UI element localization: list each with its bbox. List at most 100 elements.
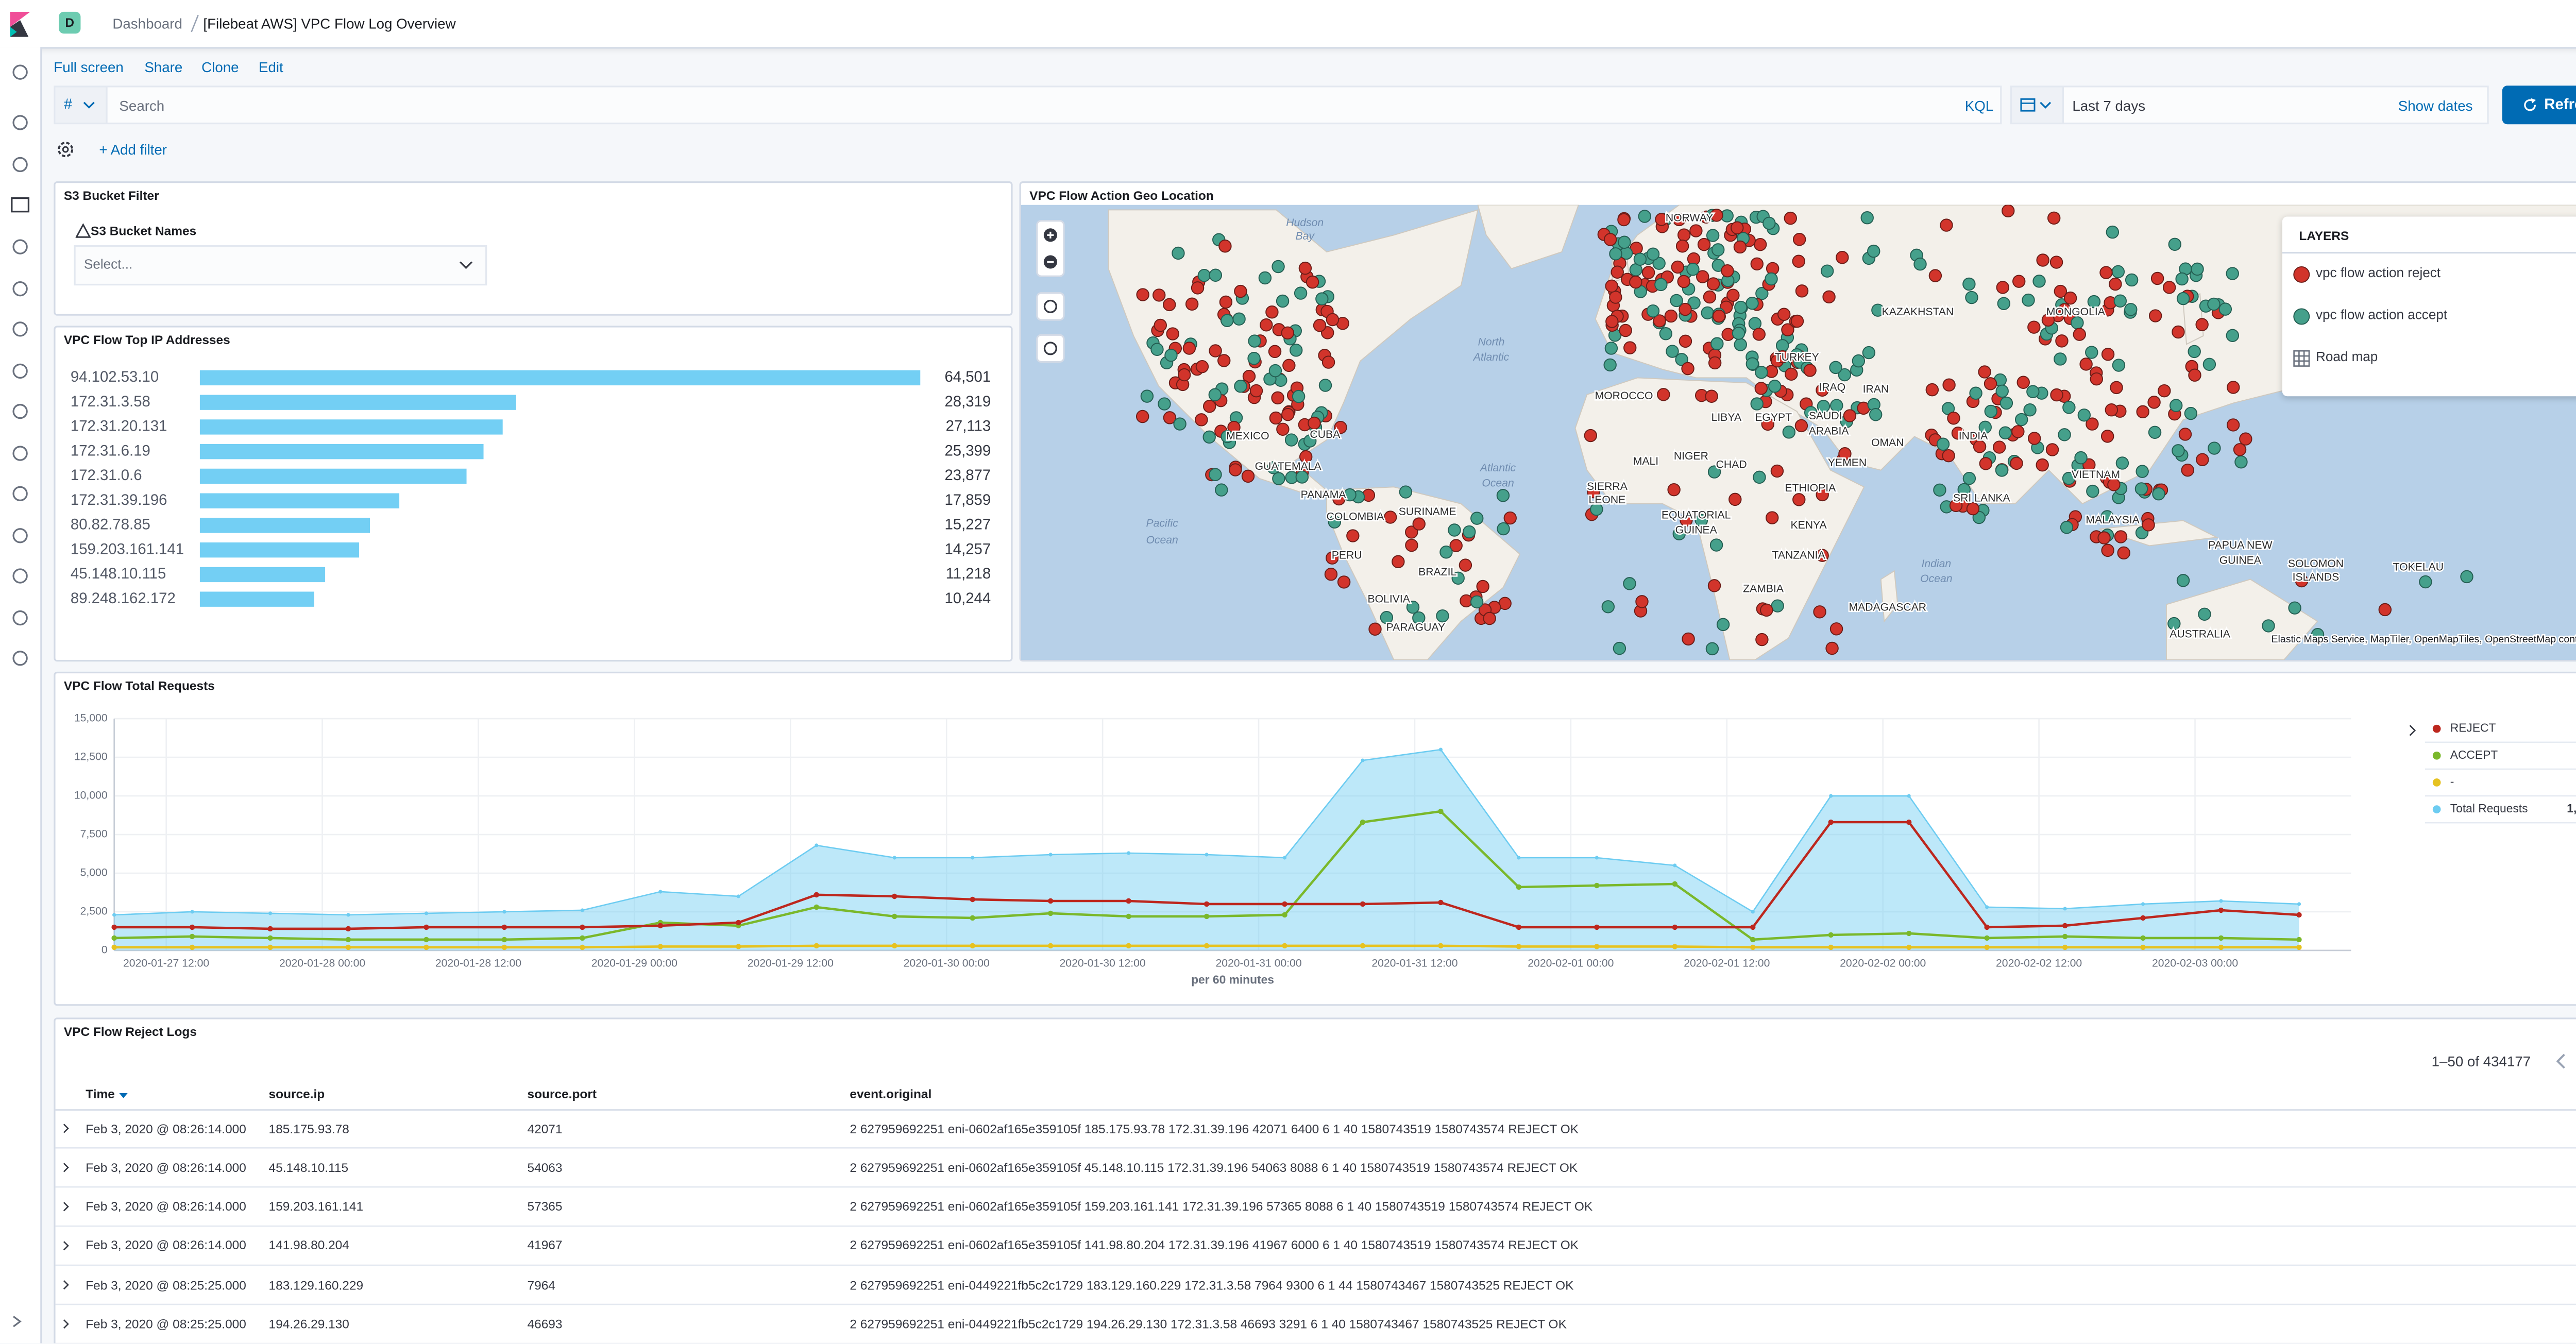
nav-icon[interactable] (12, 651, 28, 666)
breadcrumb[interactable]: Dashboard (112, 15, 182, 32)
side-nav (0, 47, 42, 1343)
map-tools[interactable] (1036, 334, 1065, 363)
y-tick-label: 159.203.161.141 (71, 540, 184, 557)
search-bar[interactable]: # Search KQL (54, 86, 2002, 125)
accept-dot (2032, 275, 2046, 288)
accept-dot (1638, 210, 1651, 223)
add-filter[interactable]: + Add filter (99, 141, 167, 158)
map-place-label: VIETNAM (2072, 469, 2120, 481)
nav-icon[interactable] (12, 610, 28, 626)
nav-icon[interactable] (11, 197, 30, 213)
map-place-label: SIERRA (1587, 481, 1628, 492)
space-badge[interactable]: D (59, 11, 81, 34)
table-cell: 46693 (527, 1316, 563, 1332)
menu-link[interactable]: Edit (258, 59, 283, 76)
accept-dot (1745, 296, 1759, 310)
value-label: 14,257 (944, 540, 991, 557)
accept-dot (1247, 352, 1261, 365)
nav-icon[interactable] (12, 363, 28, 379)
show-dates[interactable]: Show dates (2398, 97, 2473, 114)
point (345, 944, 351, 950)
date-picker[interactable]: Last 7 days Show dates (2010, 86, 2489, 125)
y-tick-label: 0 (101, 944, 108, 956)
reject-dot (1766, 511, 1779, 524)
reject-dot (2172, 325, 2185, 339)
kibana-logo[interactable] (10, 11, 30, 37)
reject-dot (1813, 605, 1826, 619)
reject-dot (2233, 443, 2247, 456)
accept-dot (1318, 379, 1332, 392)
reject-dot (1405, 538, 1418, 552)
nav-icon[interactable] (12, 281, 28, 297)
kql-toggle[interactable]: KQL (1964, 97, 1994, 114)
accept-dot (1762, 216, 1776, 230)
accept-dot (2113, 294, 2127, 308)
bar (199, 444, 484, 460)
point (2218, 907, 2224, 913)
nav-icon[interactable] (12, 403, 28, 419)
reject-dot (1816, 549, 1829, 562)
point (2062, 923, 2068, 929)
reject-dot (1949, 499, 1963, 513)
quick-menu[interactable] (2012, 87, 2064, 123)
reject-dot (2110, 381, 2123, 395)
accept-dot (1997, 297, 2011, 310)
nav-icon[interactable] (12, 64, 28, 80)
reject-dot (1750, 257, 1764, 271)
point (736, 920, 741, 926)
accept-dot (2115, 456, 2129, 470)
point (892, 856, 896, 860)
point (2296, 937, 2302, 943)
accept-dot (1164, 348, 1178, 362)
menu-link[interactable]: Clone (201, 59, 239, 76)
column-header[interactable]: event.original (850, 1086, 932, 1102)
layer-row[interactable]: vpc flow action reject (2282, 260, 2576, 287)
refresh-button[interactable]: Refresh (2502, 86, 2576, 125)
accept-dot (2112, 359, 2126, 372)
accept-dot (2167, 617, 2181, 631)
nav-icon[interactable] (12, 446, 28, 461)
map-place-label: LIBYA (1711, 412, 1742, 423)
map-ocean-label: Atlantic (1472, 351, 1510, 363)
layer-icon (2292, 265, 2311, 284)
layer-icon (2292, 349, 2311, 368)
map-locate[interactable] (1036, 292, 1065, 321)
layer-row[interactable]: Road map (2282, 344, 2576, 371)
nav-icon[interactable] (12, 157, 28, 173)
column-header[interactable]: source.port (527, 1086, 597, 1102)
nav-icon[interactable] (12, 486, 28, 501)
accept-dot (1957, 483, 1971, 497)
nav-collapse (13, 1316, 22, 1328)
nav-icon[interactable] (12, 528, 28, 543)
reject-dot (1705, 389, 1718, 403)
layer-row[interactable]: vpc flow action accept (2282, 302, 2576, 329)
land (1477, 205, 1580, 269)
column-header[interactable]: Time (86, 1086, 115, 1102)
nav-icon[interactable] (12, 321, 28, 337)
column-header[interactable]: source.ip (268, 1086, 325, 1102)
nav-icon[interactable] (12, 115, 28, 130)
bucket-select[interactable]: Select... (74, 245, 487, 286)
reject-dot (1268, 345, 1282, 359)
language-switcher[interactable]: # (55, 87, 108, 123)
map-place-label: COLOMBIA (1327, 511, 1385, 523)
filter-settings[interactable] (56, 140, 76, 160)
pagination-arrows[interactable] (2549, 1048, 2576, 1075)
point (268, 911, 273, 915)
reject-dot (1671, 260, 1685, 274)
point (580, 908, 584, 912)
point (112, 913, 116, 917)
point (1361, 758, 1365, 762)
map-controls[interactable] (1036, 220, 1065, 277)
reject-dot (1792, 254, 1805, 268)
point (267, 935, 273, 941)
menu-link[interactable]: Full screen (54, 59, 124, 76)
nav-icon[interactable] (12, 568, 28, 584)
reject-dot (1234, 284, 1247, 298)
map-place-label: TURKEY (1775, 351, 1819, 363)
menu-link[interactable]: Share (144, 59, 183, 76)
map-place-label: GUINEA (1675, 524, 1718, 536)
nav-icon[interactable] (12, 239, 28, 254)
point (1438, 808, 1444, 814)
